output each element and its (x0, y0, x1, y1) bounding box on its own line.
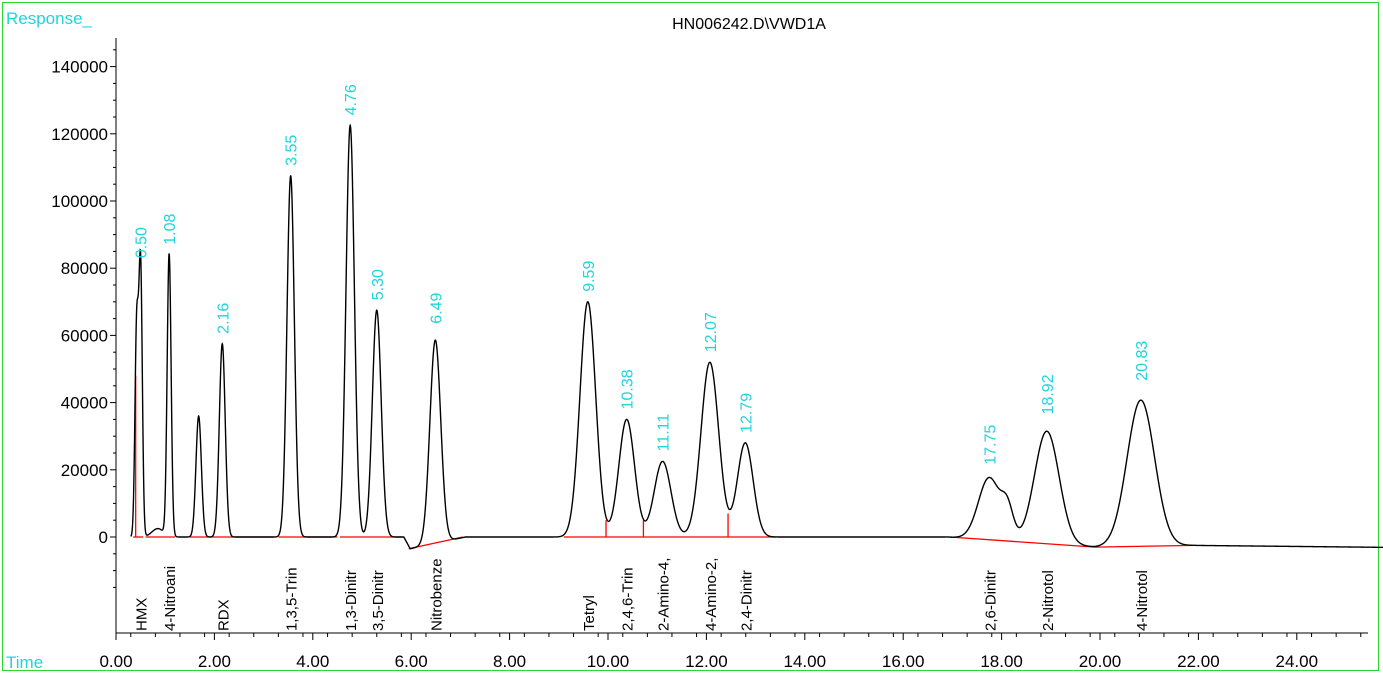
compound-label: RDX (215, 599, 232, 631)
rt-label: 5.30 (370, 269, 387, 300)
compound-labels: HMX 4-Nitroani RDX 1,3,5-Trin 1,3-Dinitr 3,5-… (134, 558, 1151, 631)
rt-label: 20.83 (1134, 341, 1151, 381)
x-tick-label: 24.00 (1276, 652, 1319, 671)
rt-label: 1.08 (162, 214, 179, 245)
chart-title: HN006242.D\VWD1A (672, 16, 826, 33)
baseline-segment (949, 536, 1194, 548)
x-tick-label: 2.00 (198, 652, 231, 671)
x-tick-label: 0.00 (99, 652, 132, 671)
x-tick-label: 16.00 (882, 652, 925, 671)
compound-label: 3,5-Dinitr (370, 570, 387, 631)
compound-label: HMX (134, 598, 151, 631)
x-tick-label: 18.00 (980, 652, 1023, 671)
rt-label: 2.16 (215, 303, 232, 334)
compound-label: 2-Amino-4, (656, 558, 673, 631)
y-tick-label: 20000 (61, 461, 108, 480)
rt-label: 11.11 (656, 414, 673, 452)
y-axis-label: Response_ (6, 9, 93, 28)
y-tick-label: 80000 (61, 259, 108, 278)
compound-label: 2,6-Dinitr (982, 570, 999, 631)
rt-label: 12.79 (738, 393, 755, 433)
x-tick-label: 4.00 (296, 652, 329, 671)
x-tick-label: 10.00 (587, 652, 630, 671)
x-axis-label: Time (6, 653, 43, 672)
rt-label: 18.92 (1040, 374, 1057, 414)
retention-time-labels: 0.50 1.08 2.16 3.55 4.76 5.30 6.49 9.59 10.38 11.… (134, 84, 1151, 465)
y-tick-label: 40000 (61, 394, 108, 413)
rt-label: 4.76 (343, 84, 360, 115)
compound-label: 4-Nitroani (162, 566, 179, 631)
rt-label: 0.50 (134, 227, 151, 258)
axes: 0 20000 40000 60000 80000 100000 120000 140000 0… (51, 38, 1368, 671)
compound-label: 2,4-Dinitr (738, 570, 755, 631)
compound-label: 2-Nitrotol (1040, 570, 1057, 631)
rt-label: 10.38 (620, 369, 637, 409)
compound-label: Tetryl (581, 595, 598, 631)
y-tick-label: 140000 (51, 58, 108, 77)
compound-label: 4-Nitrotol (1134, 570, 1151, 631)
x-tick-label: 8.00 (493, 652, 526, 671)
rt-label: 9.59 (581, 261, 598, 292)
y-tick-label: 120000 (51, 125, 108, 144)
rt-label: 17.75 (982, 425, 999, 465)
rt-label: 3.55 (284, 135, 301, 166)
x-tick-label: 22.00 (1177, 652, 1220, 671)
x-tick-label: 12.00 (685, 652, 728, 671)
rt-label: 6.49 (428, 292, 445, 323)
compound-label: 1,3,5-Trin (284, 567, 301, 631)
x-tick-label: 6.00 (395, 652, 428, 671)
y-tick-label: 0 (99, 528, 108, 547)
x-tick-label: 20.00 (1079, 652, 1122, 671)
compound-label: 2,4,6-Trin (620, 567, 637, 631)
x-tick-label: 14.00 (784, 652, 827, 671)
compound-label: Nitrobenze (428, 558, 445, 631)
y-tick-label: 100000 (51, 192, 108, 211)
y-tick-label: 60000 (61, 326, 108, 345)
compound-label: 1,3-Dinitr (343, 570, 360, 631)
rt-label: 12.07 (703, 312, 720, 352)
compound-label: 4-Amino-2, (703, 558, 720, 631)
signal-trace (130, 123, 1383, 550)
signal-trace-group (130, 123, 1383, 550)
